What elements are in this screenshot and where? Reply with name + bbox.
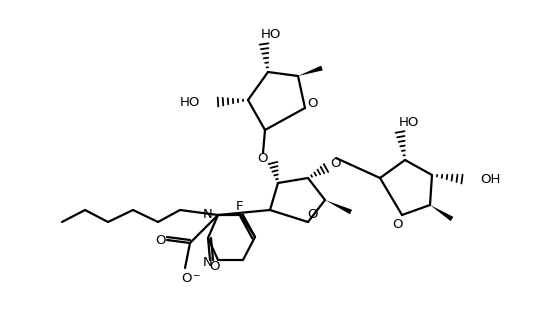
Text: OH: OH bbox=[480, 173, 500, 186]
Text: HO: HO bbox=[261, 28, 281, 41]
Text: O: O bbox=[308, 208, 318, 221]
Text: HO: HO bbox=[399, 116, 419, 128]
Text: O: O bbox=[210, 261, 220, 274]
Text: O: O bbox=[393, 218, 403, 231]
Text: −: − bbox=[192, 271, 200, 280]
Text: N: N bbox=[203, 208, 213, 221]
Text: F: F bbox=[236, 200, 244, 212]
Text: O: O bbox=[308, 97, 318, 110]
Text: O: O bbox=[258, 151, 268, 164]
Text: O: O bbox=[182, 272, 192, 285]
Text: N: N bbox=[203, 256, 213, 269]
Polygon shape bbox=[430, 205, 453, 221]
Text: HO: HO bbox=[180, 96, 200, 109]
Text: O: O bbox=[331, 156, 341, 170]
Polygon shape bbox=[298, 66, 323, 76]
Polygon shape bbox=[325, 200, 352, 214]
Text: O: O bbox=[155, 234, 165, 247]
